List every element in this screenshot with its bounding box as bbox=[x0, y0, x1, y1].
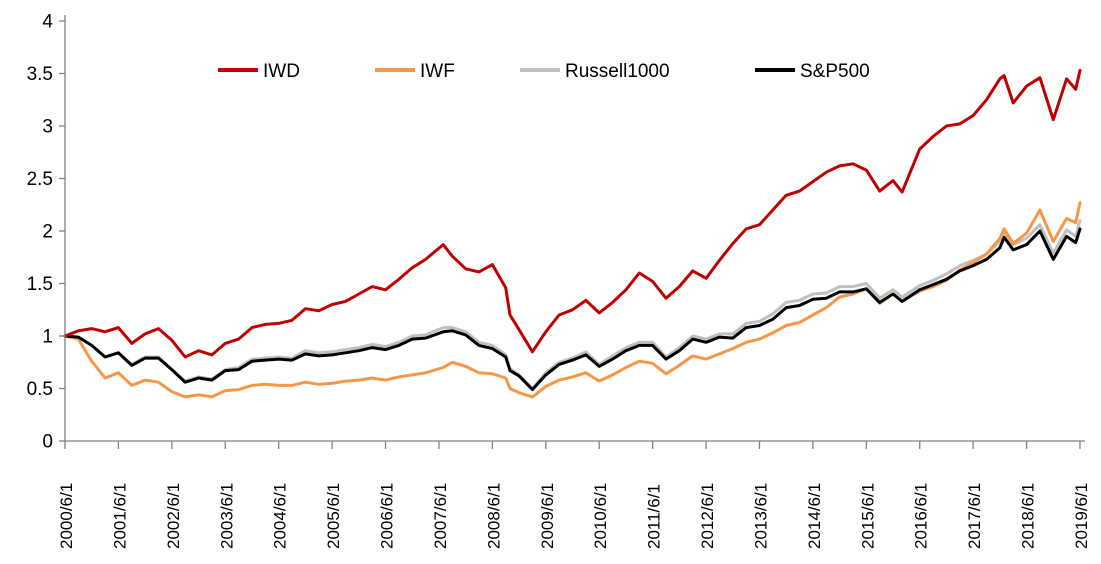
x-tick-label: 2005/6/1 bbox=[324, 483, 343, 549]
y-tick-label: 2 bbox=[42, 222, 53, 243]
series-line-iwf bbox=[63, 201, 1082, 399]
y-tick-label: 0.5 bbox=[27, 379, 53, 400]
series-line-sp500 bbox=[63, 227, 1082, 392]
y-tick-label: 3.5 bbox=[27, 64, 53, 85]
x-tick-label: 2003/6/1 bbox=[217, 483, 236, 549]
x-tick-label: 2014/6/1 bbox=[805, 483, 824, 549]
series-lines bbox=[63, 68, 1082, 399]
x-tick-label: 2017/6/1 bbox=[965, 483, 984, 549]
legend-label: IWD bbox=[263, 61, 300, 82]
y-axis: 0 0.5 1 1.5 2 2.5 3 3.5 4 bbox=[27, 12, 66, 453]
y-tick-label: 2.5 bbox=[27, 169, 53, 190]
x-tick-label: 2015/6/1 bbox=[858, 483, 877, 549]
x-tick-label: 2013/6/1 bbox=[751, 483, 770, 549]
legend-item-russell1000: Russell1000 bbox=[520, 61, 670, 82]
x-tick-label: 2008/6/1 bbox=[484, 483, 503, 549]
legend-label: Russell1000 bbox=[565, 61, 670, 82]
x-tick-label: 2010/6/1 bbox=[591, 483, 610, 549]
x-tick-label: 2004/6/1 bbox=[271, 483, 290, 549]
series-line-iwd bbox=[63, 68, 1082, 359]
x-tick-label: 2019/6/1 bbox=[1072, 483, 1091, 549]
x-tick-label: 2009/6/1 bbox=[538, 483, 557, 549]
x-tick-label: 2007/6/1 bbox=[431, 483, 450, 549]
legend-item-sp500: S&P500 bbox=[755, 61, 870, 82]
y-tick-label: 4 bbox=[42, 12, 53, 33]
x-axis: 2000/6/1 2001/6/1 2002/6/1 2003/6/1 2004/6/1… bbox=[57, 440, 1091, 549]
y-tick-label: 3 bbox=[42, 117, 53, 138]
x-tick-label: 2000/6/1 bbox=[57, 483, 76, 549]
x-tick-label: 2006/6/1 bbox=[378, 483, 397, 549]
x-tick-label: 2018/6/1 bbox=[1019, 483, 1038, 549]
x-tick-label: 2001/6/1 bbox=[110, 483, 129, 549]
y-tick-label: 0 bbox=[42, 432, 53, 453]
legend-label: IWF bbox=[420, 61, 455, 82]
legend: IWD IWF Russell1000 S&P500 bbox=[218, 61, 870, 82]
x-tick-label: 2016/6/1 bbox=[912, 483, 931, 549]
y-tick-label: 1 bbox=[42, 327, 53, 348]
x-tick-label: 2011/6/1 bbox=[645, 484, 664, 549]
x-tick-label: 2012/6/1 bbox=[698, 483, 717, 549]
x-tick-label: 2002/6/1 bbox=[164, 483, 183, 549]
legend-item-iwd: IWD bbox=[218, 61, 300, 82]
y-tick-label: 1.5 bbox=[27, 274, 53, 295]
legend-item-iwf: IWF bbox=[375, 61, 455, 82]
series-line-russell1000 bbox=[63, 219, 1082, 390]
legend-label: S&P500 bbox=[800, 61, 870, 82]
